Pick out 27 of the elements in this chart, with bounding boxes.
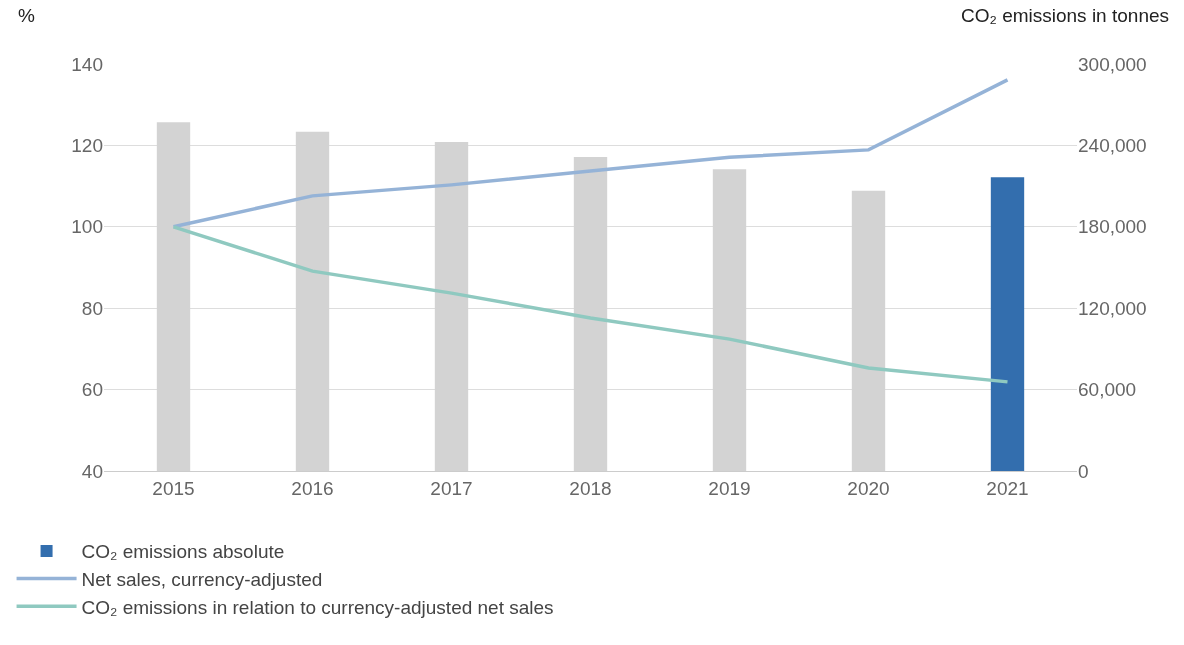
y-tick-label: 80: [81, 297, 103, 319]
x-tick-label: 2016: [291, 477, 334, 499]
y-tick-label: 40: [81, 460, 103, 482]
y-axis-title: %: [18, 5, 35, 26]
y2-axis-title: CO₂ emissions in tonnes: [961, 5, 1170, 26]
legend-label: Net sales, currency-adjusted: [81, 569, 323, 591]
x-tick-label: 2020: [847, 477, 890, 499]
y2-tick-label: 60,000: [1078, 379, 1137, 401]
y2-tick-label: 240,000: [1078, 135, 1147, 157]
bar: [990, 177, 1025, 471]
x-tick-label: 2019: [708, 477, 751, 499]
x-tick-label: 2015: [152, 477, 195, 499]
line-series: [171, 78, 1010, 229]
y2-tick-label: 300,000: [1078, 53, 1147, 75]
legend-label: CO₂ emissions in relation to currency-adjusted net sales: [81, 596, 554, 618]
y2-tick-label: 180,000: [1078, 216, 1147, 238]
x-tick-label: 2017: [430, 477, 473, 499]
y2-tick-label: 0: [1078, 460, 1089, 482]
y2-tick-label: 120,000: [1078, 297, 1147, 319]
legend-label: CO₂ emissions absolute: [81, 541, 285, 563]
y-tick-label: 140: [71, 53, 103, 75]
x-tick-label: 2018: [569, 477, 612, 499]
line-series: [171, 225, 1010, 384]
y-tick-label: 120: [71, 135, 103, 157]
y-tick-label: 100: [71, 216, 103, 238]
x-tick-label: 2021: [986, 477, 1029, 499]
y-tick-label: 60: [81, 379, 103, 401]
